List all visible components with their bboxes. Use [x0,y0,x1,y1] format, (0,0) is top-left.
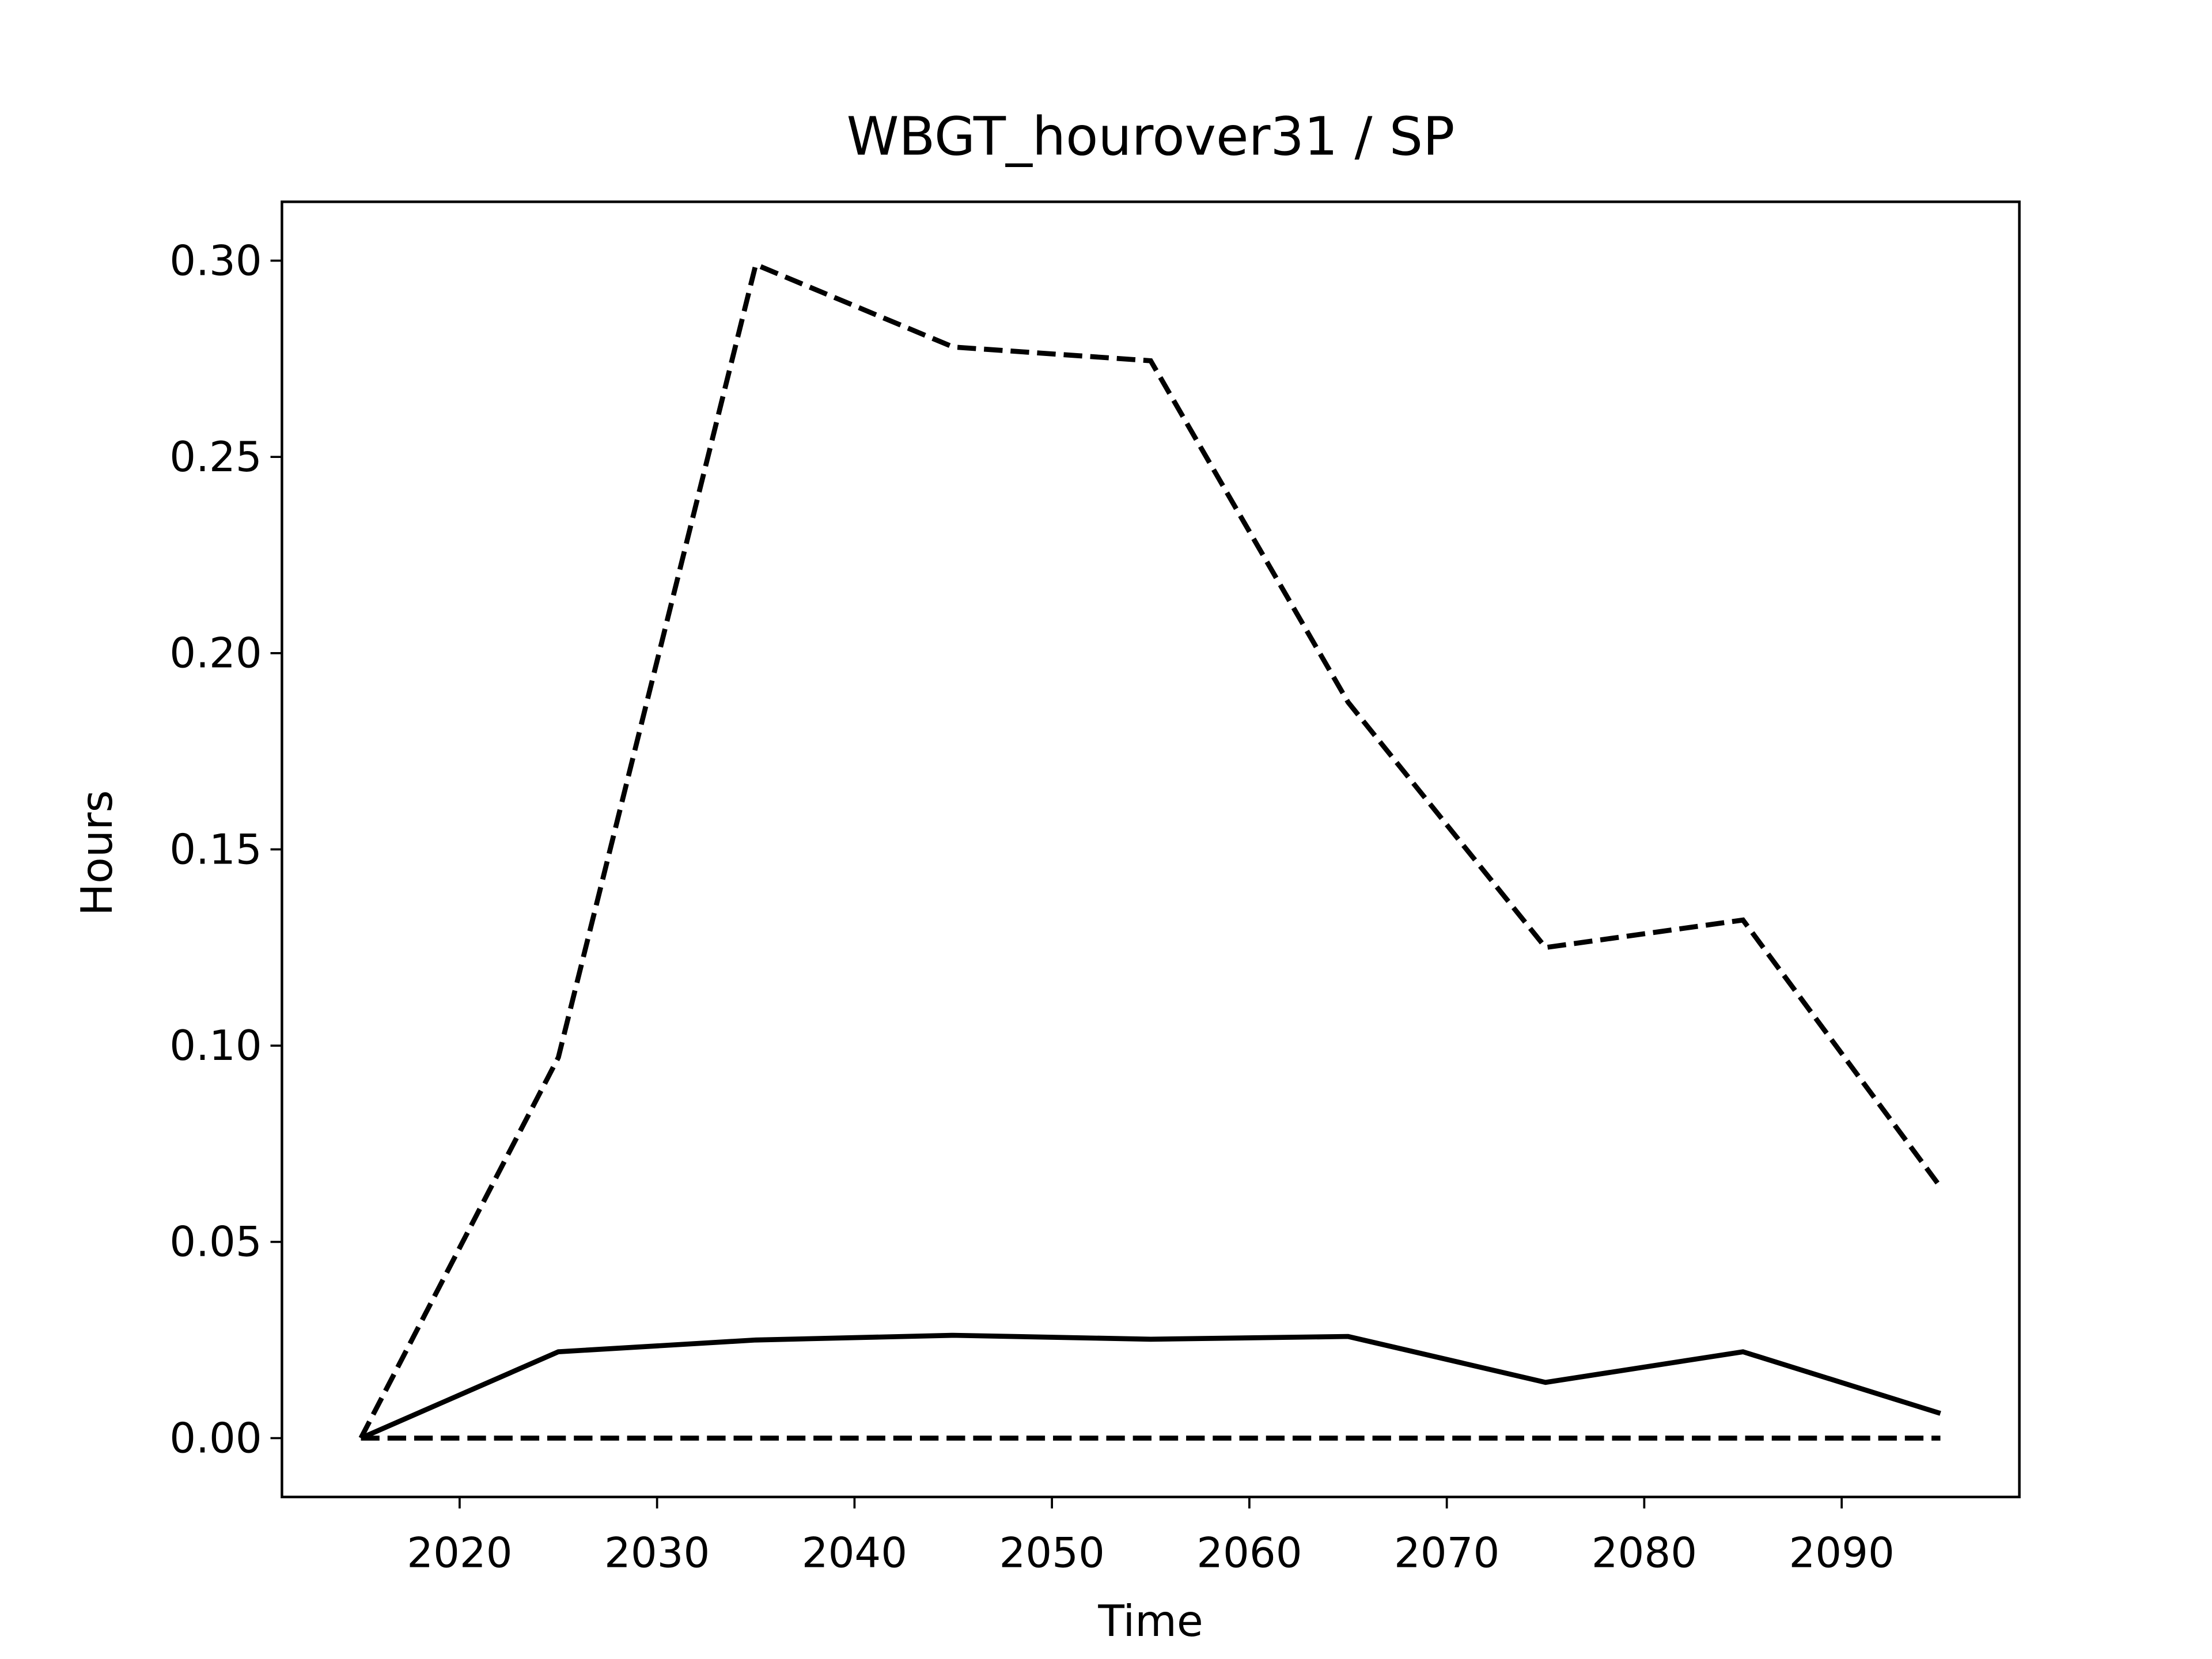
y-axis-label: Hours [72,790,122,916]
x-tick-label: 2030 [604,1528,710,1577]
x-tick-label: 2080 [1592,1528,1697,1577]
x-tick-label: 2060 [1196,1528,1302,1577]
y-tick-label: 0.25 [169,433,262,481]
y-tick-label: 0.00 [169,1414,262,1462]
y-tick-label: 0.10 [169,1021,262,1070]
series-line [359,1332,1941,1441]
series-line [358,261,1942,1440]
y-tick-label: 0.05 [169,1218,262,1266]
y-tick-label: 0.20 [169,629,262,677]
x-tick-label: 2090 [1789,1528,1894,1577]
chart-title: WBGT_hourover31 / SP [847,105,1455,167]
y-tick-label: 0.15 [169,825,262,873]
y-tick-label: 0.30 [169,236,262,285]
x-tick-label: 2040 [802,1528,907,1577]
plot-frame [281,200,2021,1498]
x-tick-label: 2070 [1394,1528,1499,1577]
x-tick-label: 2020 [407,1528,512,1577]
x-tick-label: 2050 [999,1528,1104,1577]
x-axis-label: Time [1097,1596,1203,1646]
